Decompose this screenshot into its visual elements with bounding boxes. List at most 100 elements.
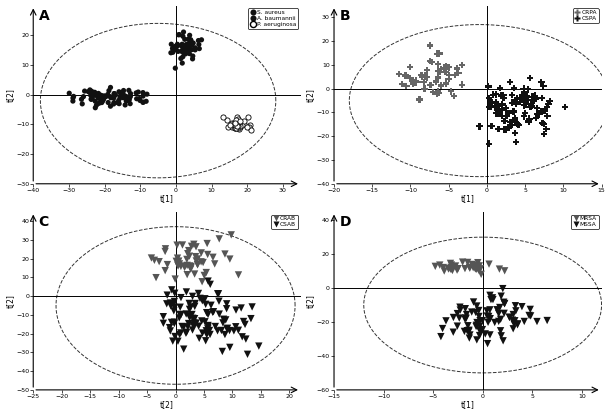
- Point: [185, 314, 194, 320]
- Point: [169, 320, 179, 327]
- Point: [117, 93, 126, 100]
- Point: [436, 81, 446, 88]
- Legend: CRPA, CSPA: CRPA, CSPA: [573, 8, 599, 23]
- Point: [476, 328, 486, 334]
- Point: [233, 114, 243, 120]
- Point: [214, 311, 224, 317]
- Point: [525, 75, 535, 82]
- Point: [508, 117, 518, 124]
- Point: [530, 93, 540, 99]
- Point: [176, 330, 186, 336]
- Point: [169, 298, 179, 305]
- Point: [186, 312, 196, 319]
- Point: [538, 120, 547, 127]
- Point: [109, 95, 119, 101]
- Point: [160, 248, 170, 255]
- Point: [449, 93, 459, 100]
- Point: [463, 322, 473, 329]
- Point: [425, 58, 435, 64]
- Point: [453, 323, 463, 330]
- Point: [485, 292, 495, 299]
- Point: [528, 93, 538, 100]
- Point: [476, 271, 486, 278]
- Point: [123, 94, 133, 100]
- Point: [197, 298, 207, 304]
- Point: [186, 37, 196, 43]
- Point: [442, 63, 452, 70]
- Point: [518, 95, 527, 102]
- Point: [158, 313, 168, 320]
- Point: [491, 110, 501, 117]
- Point: [178, 242, 188, 248]
- Point: [532, 318, 542, 325]
- Point: [114, 97, 123, 104]
- Point: [536, 79, 546, 85]
- Point: [197, 37, 207, 43]
- Point: [254, 343, 264, 349]
- Point: [472, 337, 481, 343]
- Point: [198, 259, 208, 266]
- Point: [230, 125, 240, 132]
- Point: [243, 113, 253, 120]
- Point: [436, 82, 446, 89]
- Point: [494, 125, 503, 132]
- Y-axis label: t[2]: t[2]: [306, 294, 315, 308]
- Point: [245, 121, 255, 128]
- Point: [88, 93, 98, 99]
- Point: [203, 322, 213, 329]
- X-axis label: t[2]: t[2]: [160, 400, 174, 410]
- Point: [243, 351, 252, 358]
- Point: [119, 94, 129, 101]
- Point: [176, 294, 186, 301]
- Point: [428, 89, 438, 95]
- Point: [196, 259, 206, 265]
- Point: [185, 50, 194, 57]
- Point: [484, 140, 494, 147]
- Point: [422, 66, 432, 73]
- Point: [545, 98, 555, 104]
- Point: [203, 251, 213, 258]
- Point: [524, 118, 533, 125]
- Point: [472, 266, 481, 273]
- Point: [177, 60, 187, 66]
- Point: [542, 104, 552, 110]
- Point: [441, 63, 451, 69]
- Point: [194, 45, 204, 52]
- Point: [441, 68, 450, 75]
- Point: [460, 265, 470, 272]
- Point: [464, 327, 474, 334]
- Point: [499, 299, 508, 305]
- Point: [439, 268, 449, 274]
- Point: [461, 305, 470, 312]
- Point: [465, 265, 475, 271]
- Point: [499, 92, 508, 99]
- Point: [86, 96, 96, 103]
- Point: [422, 67, 432, 73]
- Point: [486, 123, 496, 129]
- Point: [420, 85, 430, 92]
- Point: [522, 93, 532, 99]
- Point: [474, 313, 484, 320]
- Point: [202, 309, 211, 316]
- Text: D: D: [339, 215, 351, 229]
- Point: [76, 96, 86, 103]
- Point: [196, 249, 206, 256]
- Point: [172, 41, 182, 48]
- Point: [167, 45, 177, 52]
- Point: [451, 263, 461, 269]
- Point: [103, 91, 112, 98]
- Point: [177, 42, 186, 49]
- Point: [141, 98, 151, 105]
- Point: [408, 80, 418, 87]
- Point: [473, 259, 483, 266]
- Point: [530, 94, 540, 101]
- Point: [502, 113, 511, 120]
- Point: [485, 307, 495, 313]
- Point: [240, 321, 250, 328]
- Point: [166, 41, 176, 48]
- Point: [97, 93, 106, 99]
- Point: [194, 290, 203, 297]
- Point: [203, 311, 213, 318]
- Point: [538, 83, 548, 90]
- Point: [484, 313, 494, 320]
